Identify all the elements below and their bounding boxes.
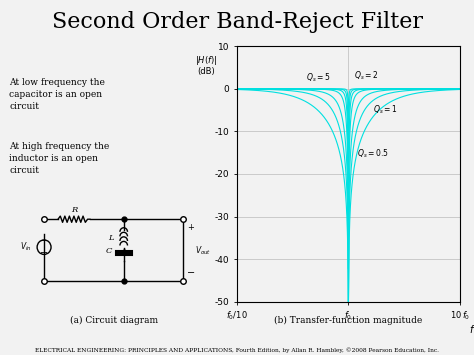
Text: −: − bbox=[187, 268, 196, 278]
Text: +: + bbox=[41, 236, 47, 245]
Text: −: − bbox=[40, 248, 48, 258]
Text: $f$: $f$ bbox=[469, 323, 474, 335]
Text: R: R bbox=[71, 206, 77, 214]
Text: $Q_s = 5$: $Q_s = 5$ bbox=[306, 71, 331, 84]
Text: ELECTRICAL ENGINEERING: PRINCIPLES AND APPLICATIONS, Fourth Edition, by Allan R.: ELECTRICAL ENGINEERING: PRINCIPLES AND A… bbox=[35, 348, 439, 353]
Text: $Q_s = 1$: $Q_s = 1$ bbox=[373, 103, 397, 116]
Text: At low frequency the
capacitor is an open
circuit: At low frequency the capacitor is an ope… bbox=[9, 78, 105, 111]
Text: +: + bbox=[187, 223, 194, 232]
Text: $V_{out}$: $V_{out}$ bbox=[195, 244, 211, 257]
Text: $Q_s = 2$: $Q_s = 2$ bbox=[354, 69, 378, 82]
Text: $Q_s = 0.5$: $Q_s = 0.5$ bbox=[357, 148, 389, 160]
Text: (b) Transfer-function magnitude: (b) Transfer-function magnitude bbox=[274, 316, 422, 325]
Text: (a) Circuit diagram: (a) Circuit diagram bbox=[70, 316, 158, 325]
Text: (dB): (dB) bbox=[197, 67, 215, 76]
Text: $|H(f)|$: $|H(f)|$ bbox=[195, 54, 217, 67]
Text: $V_{in}$: $V_{in}$ bbox=[20, 241, 32, 253]
Text: C: C bbox=[106, 247, 112, 255]
Text: Second Order Band-Reject Filter: Second Order Band-Reject Filter bbox=[52, 11, 422, 33]
Text: At high frequency the
inductor is an open
circuit: At high frequency the inductor is an ope… bbox=[9, 142, 109, 175]
Text: L: L bbox=[108, 234, 114, 242]
